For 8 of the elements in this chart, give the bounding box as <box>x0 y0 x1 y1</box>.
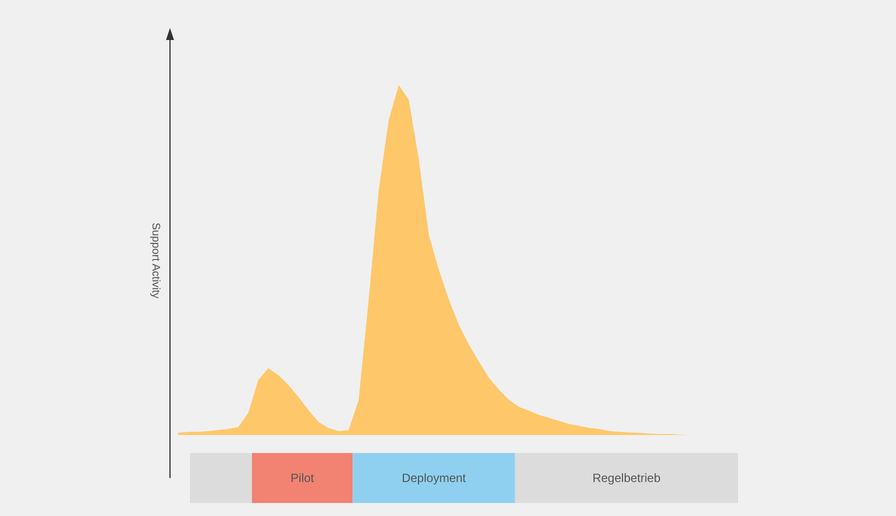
series-label: Pilot <box>290 471 315 485</box>
bar <box>352 453 515 503</box>
bar <box>514 453 738 503</box>
bar <box>252 453 353 503</box>
y-axis-title: Support Activity <box>150 222 162 299</box>
series-label: Deployment <box>402 471 467 485</box>
bar <box>190 453 252 503</box>
series-label: Regelbetrieb <box>592 471 661 485</box>
